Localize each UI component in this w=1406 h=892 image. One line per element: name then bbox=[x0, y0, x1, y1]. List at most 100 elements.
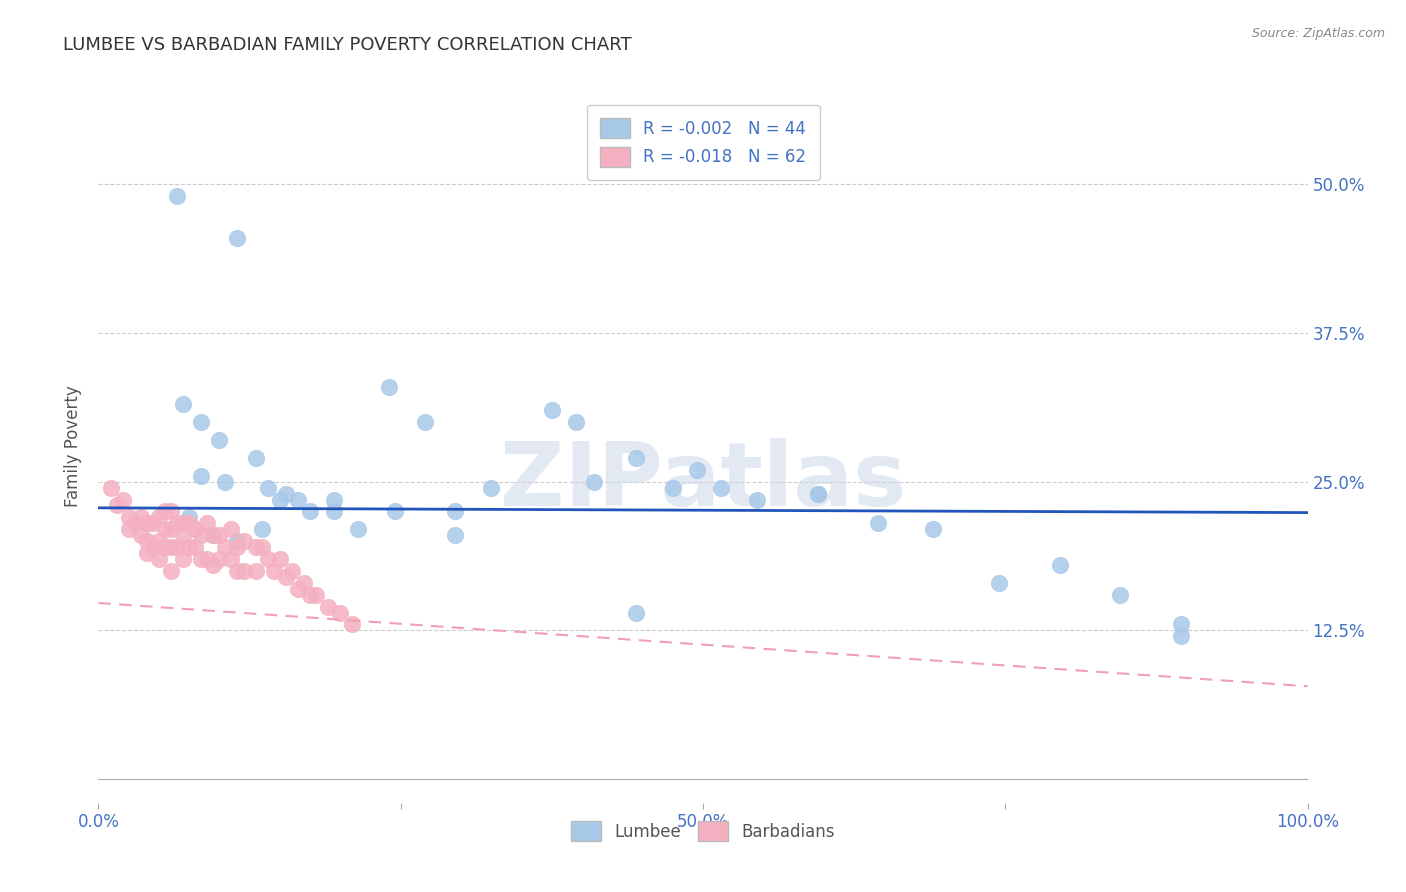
Point bbox=[190, 528, 212, 542]
Point bbox=[124, 516, 146, 531]
Point bbox=[208, 552, 231, 566]
Point bbox=[269, 492, 291, 507]
Point bbox=[710, 481, 733, 495]
Point bbox=[166, 189, 188, 203]
Point bbox=[129, 528, 152, 542]
Point bbox=[208, 528, 231, 542]
Point bbox=[172, 516, 194, 531]
Point bbox=[444, 528, 467, 542]
Point bbox=[148, 552, 170, 566]
Point bbox=[274, 570, 297, 584]
Point bbox=[221, 522, 243, 536]
Point bbox=[269, 552, 291, 566]
Point bbox=[135, 546, 157, 560]
Point bbox=[299, 588, 322, 602]
Point bbox=[245, 564, 267, 578]
Point bbox=[105, 499, 128, 513]
Point bbox=[1170, 629, 1192, 643]
Text: Source: ZipAtlas.com: Source: ZipAtlas.com bbox=[1251, 27, 1385, 40]
Point bbox=[988, 575, 1011, 590]
Point bbox=[172, 552, 194, 566]
Point bbox=[172, 528, 194, 542]
Point bbox=[153, 504, 176, 518]
Point bbox=[190, 415, 212, 429]
Point bbox=[172, 397, 194, 411]
Point bbox=[807, 486, 830, 500]
Point bbox=[179, 510, 201, 524]
Point bbox=[166, 516, 188, 531]
Point bbox=[232, 564, 254, 578]
Point bbox=[342, 617, 364, 632]
Point bbox=[921, 522, 943, 536]
Point bbox=[347, 522, 370, 536]
Text: LUMBEE VS BARBADIAN FAMILY POVERTY CORRELATION CHART: LUMBEE VS BARBADIAN FAMILY POVERTY CORRE… bbox=[63, 36, 631, 54]
Point bbox=[256, 481, 278, 495]
Point bbox=[1109, 588, 1132, 602]
Point bbox=[160, 522, 183, 536]
Point bbox=[226, 564, 249, 578]
Point bbox=[100, 481, 122, 495]
Point bbox=[287, 582, 309, 596]
Point bbox=[329, 606, 352, 620]
Point bbox=[142, 516, 165, 531]
Point bbox=[661, 481, 683, 495]
Point bbox=[807, 486, 830, 500]
Point bbox=[160, 504, 183, 518]
Point bbox=[323, 504, 346, 518]
Point bbox=[184, 522, 207, 536]
Point bbox=[160, 564, 183, 578]
Point bbox=[226, 231, 249, 245]
Point bbox=[184, 540, 207, 554]
Legend: Lumbee, Barbadians: Lumbee, Barbadians bbox=[565, 814, 841, 848]
Point bbox=[305, 588, 328, 602]
Point bbox=[195, 552, 218, 566]
Point bbox=[195, 516, 218, 531]
Point bbox=[583, 475, 606, 489]
Point bbox=[179, 516, 201, 531]
Point bbox=[118, 522, 141, 536]
Point bbox=[1170, 617, 1192, 632]
Point bbox=[214, 475, 236, 489]
Y-axis label: Family Poverty: Family Poverty bbox=[65, 385, 83, 507]
Point bbox=[444, 504, 467, 518]
Point bbox=[111, 492, 134, 507]
Point bbox=[292, 575, 315, 590]
Point bbox=[166, 540, 188, 554]
Point bbox=[208, 433, 231, 447]
Point bbox=[190, 468, 212, 483]
Point bbox=[135, 534, 157, 549]
Point bbox=[245, 450, 267, 465]
Point bbox=[202, 558, 225, 572]
Point bbox=[868, 516, 890, 531]
Point bbox=[281, 564, 304, 578]
Point bbox=[226, 534, 249, 549]
Point bbox=[160, 540, 183, 554]
Point bbox=[256, 552, 278, 566]
Point bbox=[413, 415, 436, 429]
Point bbox=[245, 540, 267, 554]
Point bbox=[214, 540, 236, 554]
Point bbox=[118, 510, 141, 524]
Point bbox=[179, 540, 201, 554]
Point bbox=[626, 450, 648, 465]
Point bbox=[153, 522, 176, 536]
Point bbox=[202, 528, 225, 542]
Point bbox=[747, 492, 769, 507]
Point bbox=[323, 492, 346, 507]
Point bbox=[481, 481, 503, 495]
Point bbox=[686, 463, 709, 477]
Point bbox=[190, 552, 212, 566]
Point bbox=[148, 510, 170, 524]
Point bbox=[263, 564, 285, 578]
Point bbox=[250, 522, 273, 536]
Point bbox=[129, 510, 152, 524]
Point bbox=[274, 486, 297, 500]
Point bbox=[142, 540, 165, 554]
Point bbox=[1049, 558, 1071, 572]
Point bbox=[202, 528, 225, 542]
Text: ZIPatlas: ZIPatlas bbox=[501, 438, 905, 525]
Point bbox=[287, 492, 309, 507]
Point bbox=[384, 504, 406, 518]
Point bbox=[540, 403, 562, 417]
Point bbox=[135, 516, 157, 531]
